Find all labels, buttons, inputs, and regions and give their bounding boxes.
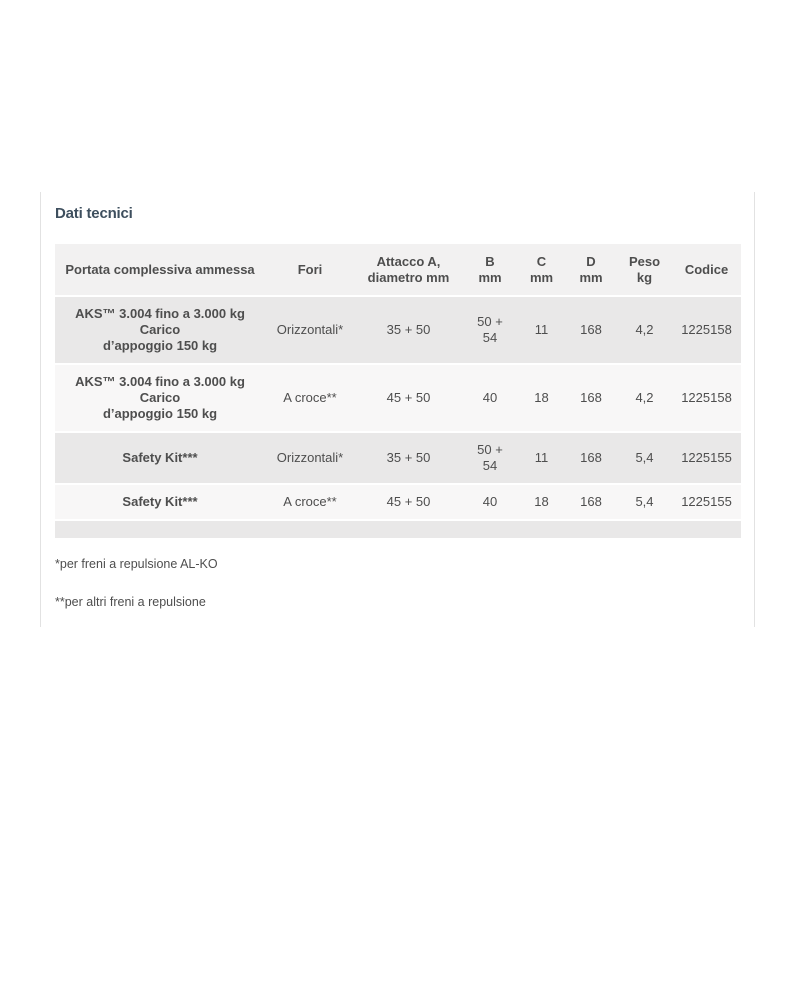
table-cell: AKS™ 3.004 fino a 3.000 kg Carico d’appo… <box>55 365 265 433</box>
table-cell: 11 <box>518 433 565 485</box>
table-cell: 50 + 54 <box>462 433 518 485</box>
table-cell: Orizzontali* <box>265 297 355 365</box>
column-header-attacco: Attacco A, diametro mm <box>355 244 462 297</box>
footnote-other-brakes: **per altri freni a repulsione <box>55 595 206 609</box>
table-row: Safety Kit*** Orizzontali* 35 + 50 50 + 54 1… <box>55 433 741 485</box>
table-cell: 168 <box>565 297 617 365</box>
table-cell: 18 <box>518 485 565 521</box>
table-cell: Safety Kit*** <box>55 433 265 485</box>
table-cell: Safety Kit*** <box>55 485 265 521</box>
table-cell: 1225155 <box>672 433 741 485</box>
table-cell: 40 <box>462 485 518 521</box>
table-header-row: Portata complessiva ammessa Fori Attacco… <box>55 244 741 297</box>
table-cell: 168 <box>565 433 617 485</box>
column-header-portata: Portata complessiva ammessa <box>55 244 265 297</box>
table-cell: 5,4 <box>617 485 672 521</box>
table-cell: 1225158 <box>672 365 741 433</box>
table-cell: 50 + 54 <box>462 297 518 365</box>
table-cell: A croce** <box>265 365 355 433</box>
table-cell: 35 + 50 <box>355 433 462 485</box>
table-cell: 5,4 <box>617 433 672 485</box>
table-cell: 168 <box>565 485 617 521</box>
table-row: AKS™ 3.004 fino a 3.000 kg Carico d’appo… <box>55 297 741 365</box>
table-cell: 45 + 50 <box>355 365 462 433</box>
table-cell: 35 + 50 <box>355 297 462 365</box>
column-header-b-mm: B mm <box>462 244 518 297</box>
table-cell: AKS™ 3.004 fino a 3.000 kg Carico d’appo… <box>55 297 265 365</box>
technical-data-card: Dati tecnici Portata complessiva ammessa… <box>40 192 755 627</box>
table-row: AKS™ 3.004 fino a 3.000 kg Carico d’appo… <box>55 365 741 433</box>
table-cell: 1225158 <box>672 297 741 365</box>
table-cell: A croce** <box>265 485 355 521</box>
column-header-fori: Fori <box>265 244 355 297</box>
technical-data-table: Portata complessiva ammessa Fori Attacco… <box>55 244 741 538</box>
table-cell: 1225155 <box>672 485 741 521</box>
table-cell: 45 + 50 <box>355 485 462 521</box>
table-cell: 4,2 <box>617 365 672 433</box>
column-header-codice: Codice <box>672 244 741 297</box>
table-cell: 168 <box>565 365 617 433</box>
footnote-al-ko: *per freni a repulsione AL-KO <box>55 557 218 571</box>
table-cell: 40 <box>462 365 518 433</box>
table-row: Safety Kit*** A croce** 45 + 50 40 18 168 5,4 1… <box>55 485 741 521</box>
section-title: Dati tecnici <box>55 205 133 222</box>
table-body: AKS™ 3.004 fino a 3.000 kg Carico d’appo… <box>55 297 741 521</box>
table-footer-bar <box>55 521 741 538</box>
column-header-d-mm: D mm <box>565 244 617 297</box>
footer-bar-cell <box>55 521 741 538</box>
table-cell: Orizzontali* <box>265 433 355 485</box>
table-cell: 18 <box>518 365 565 433</box>
column-header-peso: Peso kg <box>617 244 672 297</box>
column-header-c-mm: C mm <box>518 244 565 297</box>
table-cell: 11 <box>518 297 565 365</box>
table-cell: 4,2 <box>617 297 672 365</box>
